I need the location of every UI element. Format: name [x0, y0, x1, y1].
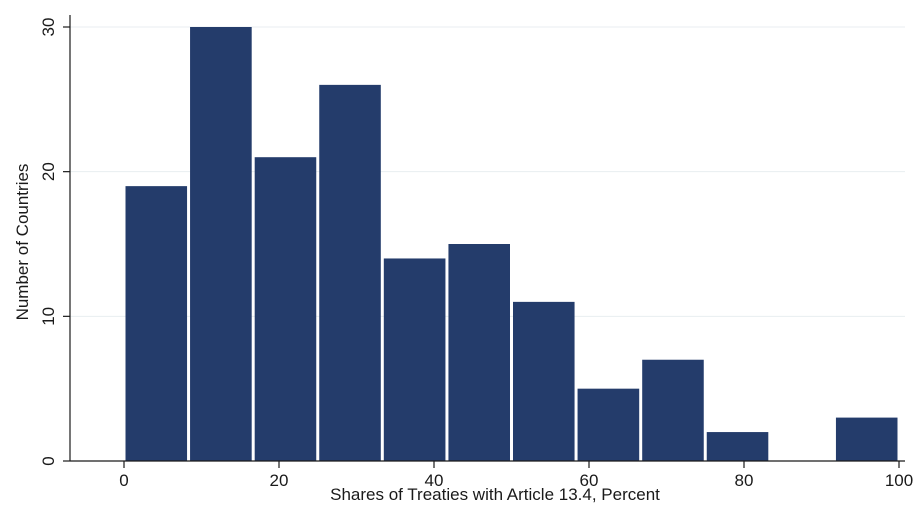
x-tick-label: 80: [735, 471, 754, 490]
histogram-bar: [642, 359, 704, 461]
x-ticks: 0 20 40 60 80 100: [119, 461, 913, 490]
y-axis-title: Number of Countries: [13, 164, 32, 321]
x-tick-label: 20: [270, 471, 289, 490]
y-tick-label: 20: [39, 162, 58, 181]
histogram-bar: [577, 388, 640, 461]
histogram-bar: [254, 157, 317, 461]
histogram-bar: [319, 84, 381, 461]
axes: [69, 15, 905, 462]
x-tick-label: 0: [119, 471, 128, 490]
x-tick-label: 60: [580, 471, 599, 490]
histogram-bar: [190, 27, 252, 461]
histogram-bar: [513, 301, 575, 461]
y-tick-label: 10: [39, 307, 58, 326]
histogram-bar: [448, 244, 510, 461]
histogram-bar: [835, 417, 898, 461]
histogram-bar: [383, 258, 446, 461]
x-tick-label: 100: [885, 471, 913, 490]
histogram-bar: [125, 186, 188, 461]
x-axis-title: Shares of Treaties with Article 13.4, Pe…: [330, 485, 660, 504]
bars: [125, 27, 898, 461]
y-ticks: 0 10 20 30: [39, 18, 70, 466]
histogram-bar: [706, 432, 769, 461]
x-tick-label: 40: [425, 471, 444, 490]
y-tick-label: 30: [39, 18, 58, 37]
y-tick-label: 0: [39, 456, 58, 465]
